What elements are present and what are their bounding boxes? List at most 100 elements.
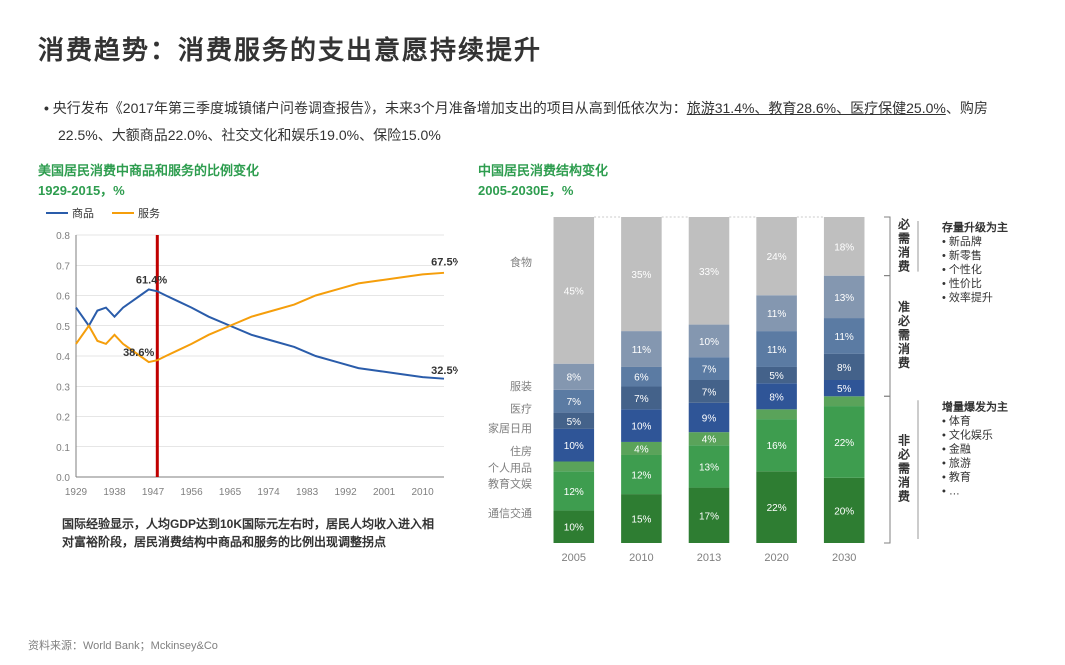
- svg-text:• 个性化: • 个性化: [942, 262, 982, 276]
- svg-text:10%: 10%: [631, 422, 651, 433]
- svg-text:医疗: 医疗: [510, 402, 532, 416]
- svg-text:6%: 6%: [634, 373, 649, 384]
- svg-text:消: 消: [898, 341, 910, 356]
- svg-text:5%: 5%: [769, 371, 784, 382]
- svg-text:13%: 13%: [699, 463, 719, 474]
- svg-text:10%: 10%: [699, 337, 719, 348]
- svg-text:11%: 11%: [767, 310, 786, 321]
- svg-text:0.8: 0.8: [56, 231, 70, 242]
- svg-text:22%: 22%: [834, 438, 854, 449]
- svg-text:2005: 2005: [562, 552, 586, 564]
- svg-text:0.0: 0.0: [56, 473, 70, 484]
- svg-text:2030: 2030: [832, 552, 856, 564]
- svg-text:服装: 服装: [510, 380, 532, 393]
- svg-text:7%: 7%: [567, 398, 582, 409]
- svg-text:10%: 10%: [564, 442, 584, 453]
- svg-text:• 新品牌: • 新品牌: [942, 234, 982, 248]
- svg-text:个人用品: 个人用品: [488, 462, 532, 475]
- svg-text:2010: 2010: [411, 487, 434, 498]
- svg-text:必: 必: [897, 217, 910, 232]
- svg-text:0.3: 0.3: [56, 383, 70, 394]
- svg-text:1938: 1938: [103, 487, 126, 498]
- svg-text:1974: 1974: [257, 487, 280, 498]
- legend-goods: 商品: [46, 205, 94, 221]
- bullet-text: 央行发布《2017年第三季度城镇储户问卷调查报告》，未来3个月准备增加支出的项目…: [38, 95, 1027, 148]
- svg-text:18%: 18%: [834, 243, 854, 254]
- svg-text:22%: 22%: [767, 504, 787, 515]
- svg-text:食物: 食物: [510, 255, 532, 269]
- svg-text:必: 必: [897, 447, 910, 462]
- svg-text:• 金融: • 金融: [942, 442, 971, 456]
- svg-text:1965: 1965: [219, 487, 242, 498]
- svg-text:• 效率提升: • 效率提升: [942, 290, 993, 304]
- svg-text:0.6: 0.6: [56, 292, 70, 303]
- svg-text:12%: 12%: [564, 487, 584, 498]
- svg-text:5%: 5%: [567, 417, 582, 428]
- svg-text:17%: 17%: [699, 512, 719, 523]
- right-chart-sub: 2005-2030E，%: [478, 180, 1038, 199]
- svg-text:33%: 33%: [699, 267, 719, 278]
- svg-text:1983: 1983: [296, 487, 319, 498]
- svg-text:0.7: 0.7: [56, 262, 70, 273]
- svg-text:• …: • …: [942, 486, 960, 498]
- svg-text:• 新零售: • 新零售: [942, 248, 982, 262]
- svg-text:13%: 13%: [834, 293, 854, 304]
- svg-text:24%: 24%: [767, 252, 787, 263]
- svg-text:住房: 住房: [510, 444, 532, 458]
- svg-text:11%: 11%: [767, 345, 786, 356]
- svg-text:0.5: 0.5: [56, 322, 70, 333]
- left-chart-panel: 美国居民消费中商品和服务的比例变化 1929-2015，% 商品 服务 0.00…: [38, 162, 458, 569]
- svg-text:45%: 45%: [564, 287, 584, 298]
- svg-text:7%: 7%: [634, 394, 649, 405]
- svg-text:67.5%: 67.5%: [431, 257, 458, 269]
- svg-text:必: 必: [897, 313, 910, 328]
- svg-text:9%: 9%: [702, 414, 717, 425]
- svg-text:存量升级为主: 存量升级为主: [942, 220, 1008, 234]
- svg-text:费: 费: [898, 355, 910, 370]
- left-chart-title: 美国居民消费中商品和服务的比例变化: [38, 162, 458, 180]
- svg-text:2010: 2010: [629, 552, 653, 564]
- svg-text:61.4%: 61.4%: [136, 275, 167, 287]
- svg-text:1992: 1992: [334, 487, 357, 498]
- svg-text:4%: 4%: [702, 435, 717, 446]
- svg-text:• 教育: • 教育: [942, 470, 971, 484]
- svg-text:• 性价比: • 性价比: [942, 276, 982, 290]
- svg-text:准: 准: [898, 299, 910, 314]
- page-title: 消费趋势：消费服务的支出意愿持续提升: [38, 30, 1027, 67]
- right-chart-panel: 中国居民消费结构变化 2005-2030E，% 食物服装医疗家居日用住房个人用品…: [478, 162, 1038, 569]
- svg-text:20%: 20%: [834, 507, 854, 518]
- svg-text:0.4: 0.4: [56, 352, 70, 363]
- svg-text:8%: 8%: [567, 373, 582, 384]
- svg-text:需: 需: [898, 462, 910, 476]
- svg-text:8%: 8%: [769, 393, 784, 404]
- svg-text:32.5%: 32.5%: [431, 366, 458, 378]
- svg-text:8%: 8%: [837, 363, 852, 374]
- svg-text:2001: 2001: [373, 487, 396, 498]
- svg-text:消: 消: [898, 245, 910, 260]
- svg-text:0.2: 0.2: [56, 413, 70, 424]
- svg-text:非: 非: [898, 433, 910, 448]
- svg-text:11%: 11%: [835, 332, 854, 343]
- svg-text:教育文娱: 教育文娱: [488, 477, 532, 491]
- svg-text:1956: 1956: [180, 487, 203, 498]
- svg-text:费: 费: [898, 259, 910, 274]
- svg-text:11%: 11%: [632, 345, 651, 356]
- svg-text:家居日用: 家居日用: [488, 422, 532, 436]
- svg-text:15%: 15%: [631, 515, 651, 526]
- svg-text:4%: 4%: [634, 445, 649, 456]
- svg-text:消: 消: [898, 475, 910, 490]
- svg-text:需: 需: [898, 232, 910, 246]
- stacked-bar-chart: 食物服装医疗家居日用住房个人用品教育文娱通信交通 10% 12% 10% 5% 7% 8% 4…: [478, 199, 1038, 569]
- svg-text:16%: 16%: [767, 442, 787, 453]
- right-chart-title: 中国居民消费结构变化: [478, 162, 1038, 180]
- svg-text:• 旅游: • 旅游: [942, 456, 971, 470]
- svg-text:通信交通: 通信交通: [488, 506, 532, 520]
- source-note: 资料来源：World Bank；Mckinsey&Co: [28, 637, 218, 653]
- line-chart: 0.00.10.20.30.40.50.60.70.81929193819471…: [38, 225, 458, 505]
- svg-text:需: 需: [898, 328, 910, 342]
- svg-text:1947: 1947: [142, 487, 165, 498]
- svg-text:35%: 35%: [631, 270, 651, 281]
- svg-text:7%: 7%: [702, 365, 717, 376]
- svg-text:费: 费: [898, 489, 910, 504]
- left-chart-sub: 1929-2015，%: [38, 180, 458, 199]
